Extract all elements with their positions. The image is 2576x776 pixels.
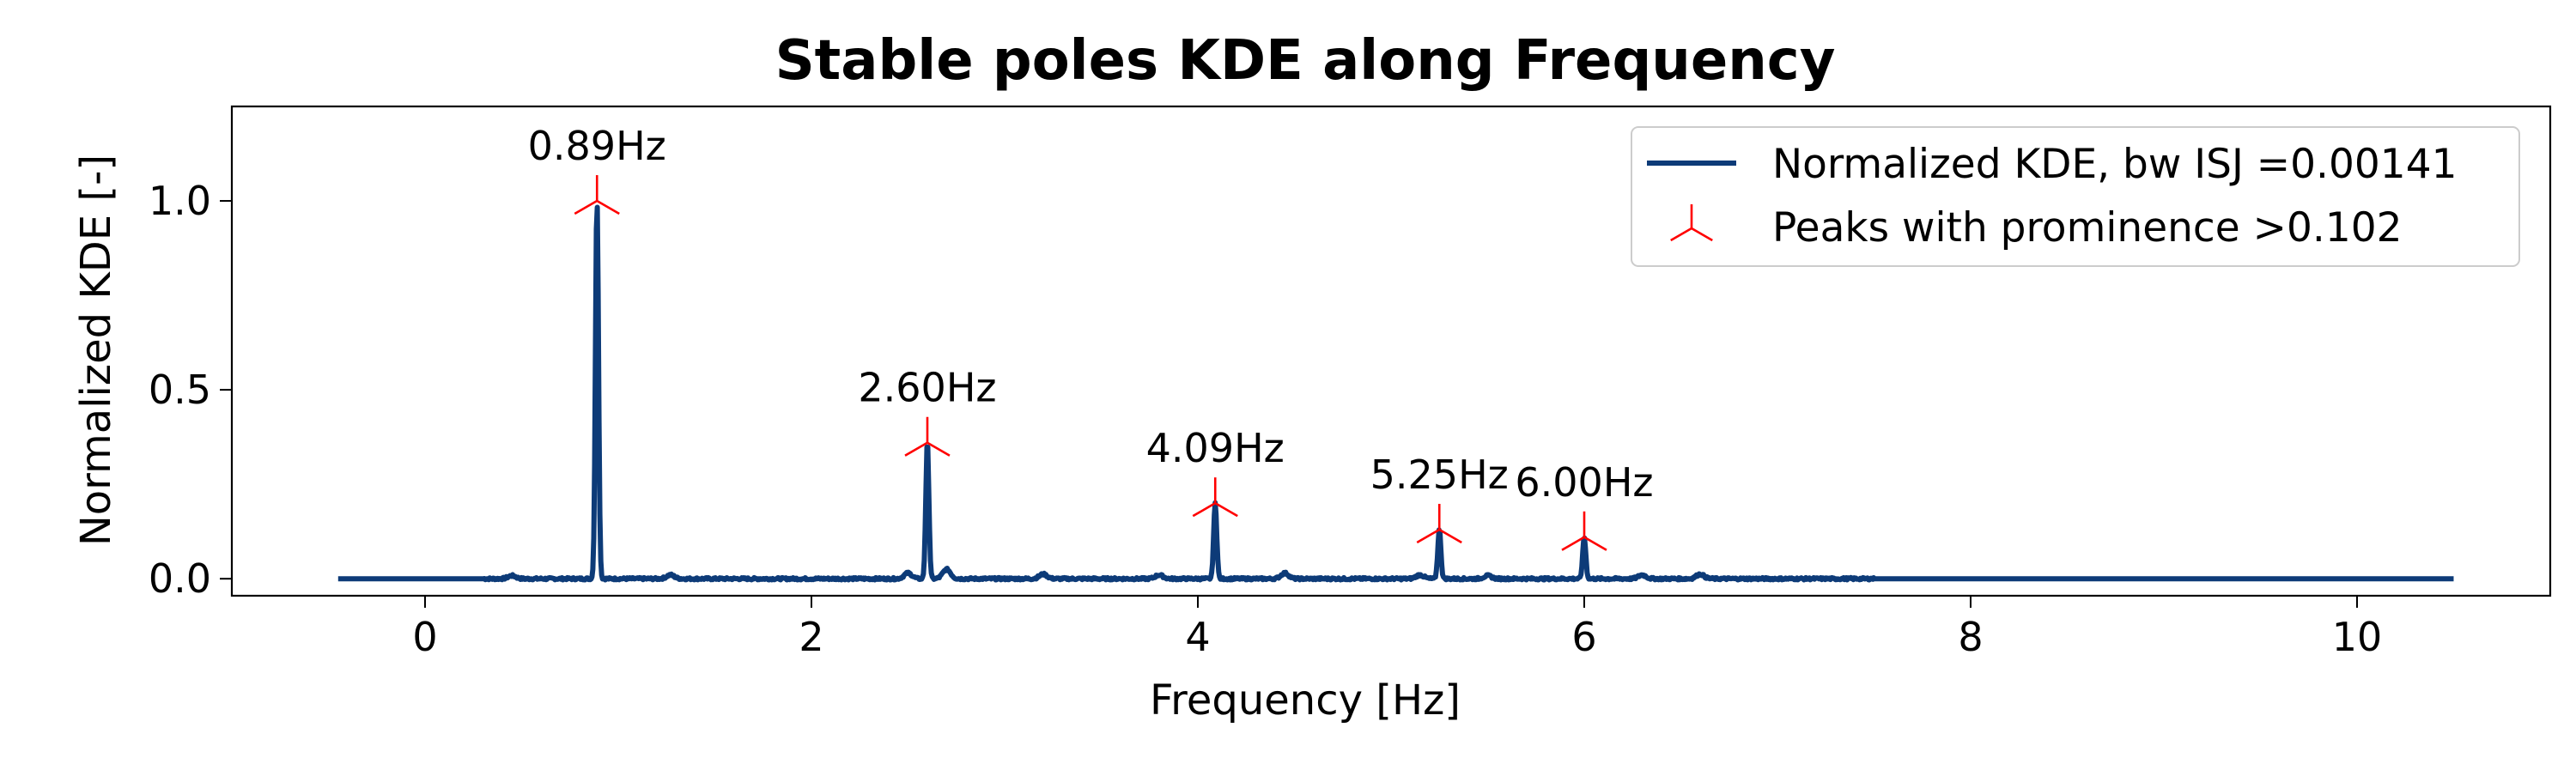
- peak-label: 5.25Hz: [1370, 452, 1509, 498]
- peak-label: 4.09Hz: [1146, 425, 1285, 471]
- y-axis-label: Normalized KDE [-]: [72, 155, 120, 546]
- x-axis-label: Frequency [Hz]: [1150, 676, 1461, 724]
- legend-marker-swatch: [1670, 204, 1713, 242]
- y-tick-label: 0.5: [149, 367, 211, 413]
- peak-label: 0.89Hz: [528, 123, 666, 169]
- peak-marker: [1561, 511, 1607, 551]
- y-tick-label: 1.0: [149, 178, 211, 224]
- x-tick-label: 4: [1185, 614, 1210, 660]
- plot-frame: [230, 105, 2552, 597]
- x-tick-label: 6: [1571, 614, 1596, 660]
- chart-title: Stable poles KDE along Frequency: [775, 29, 1836, 93]
- peak-label: 6.00Hz: [1515, 459, 1653, 506]
- peak-marker: [574, 175, 620, 215]
- kde-series-line: [336, 204, 2456, 583]
- legend-entry-kde: Normalized KDE, bw ISJ =0.00141: [1772, 141, 2458, 188]
- x-tick-label: 10: [2332, 614, 2383, 660]
- peak-marker: [1416, 503, 1462, 544]
- legend: Normalized KDE, bw ISJ =0.00141 Peaks wit…: [1631, 126, 2520, 267]
- x-tick-label: 0: [412, 614, 437, 660]
- x-tick-label: 2: [799, 614, 823, 660]
- peak-marker: [904, 416, 951, 457]
- plot-area: 0 2 4 6 8 10 0.0 0.5 1.0 0.89Hz 2.60Hz 4.09Hz 5.25Hz…: [149, 105, 2552, 660]
- peak-marker: [1192, 477, 1238, 518]
- x-tick-label: 8: [1958, 614, 1983, 660]
- y-tick-label: 0.0: [149, 555, 211, 602]
- legend-box: [1631, 126, 2520, 267]
- legend-entry-peaks: Peaks with prominence >0.102: [1772, 204, 2403, 252]
- peak-label: 2.60Hz: [858, 365, 996, 411]
